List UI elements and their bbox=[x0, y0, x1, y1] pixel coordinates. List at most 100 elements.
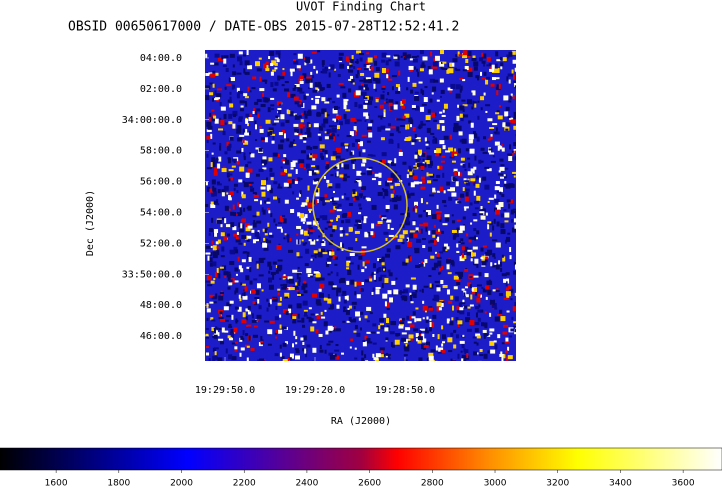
sky-pixel bbox=[447, 63, 451, 68]
sky-pixel bbox=[500, 316, 506, 322]
sky-pixel bbox=[247, 235, 252, 239]
sky-pixel bbox=[432, 61, 438, 67]
sky-pixel bbox=[237, 137, 243, 142]
sky-pixel bbox=[500, 66, 503, 70]
sky-pixel bbox=[308, 86, 312, 89]
sky-pixel bbox=[483, 334, 486, 339]
sky-pixel bbox=[299, 80, 304, 84]
sky-pixel bbox=[243, 182, 249, 188]
sky-pixel bbox=[233, 212, 237, 217]
sky-pixel bbox=[239, 298, 242, 302]
sky-pixel bbox=[229, 331, 234, 336]
sky-pixel bbox=[272, 69, 277, 72]
sky-pixel bbox=[411, 107, 416, 110]
sky-pixel bbox=[306, 196, 309, 201]
sky-pixel bbox=[415, 151, 421, 157]
sky-pixel bbox=[296, 197, 300, 200]
sky-pixel bbox=[262, 257, 266, 260]
sky-pixel bbox=[390, 321, 396, 326]
sky-pixel bbox=[267, 107, 271, 113]
sky-pixel bbox=[220, 224, 223, 228]
sky-pixel bbox=[304, 132, 308, 135]
sky-pixel bbox=[266, 238, 269, 243]
sky-pixel bbox=[344, 164, 350, 170]
sky-pixel bbox=[349, 346, 352, 349]
sky-pixel bbox=[476, 195, 481, 201]
sky-pixel bbox=[358, 151, 361, 157]
sky-pixel bbox=[477, 77, 480, 81]
sky-pixel bbox=[301, 202, 306, 206]
sky-pixel bbox=[205, 336, 209, 339]
sky-pixel bbox=[405, 54, 411, 59]
sky-pixel bbox=[283, 182, 289, 187]
sky-pixel bbox=[273, 120, 279, 123]
sky-pixel bbox=[285, 119, 290, 123]
sky-pixel bbox=[346, 175, 350, 178]
sky-pixel bbox=[462, 50, 468, 56]
sky-pixel bbox=[331, 303, 334, 307]
sky-pixel bbox=[280, 114, 285, 120]
sky-pixel bbox=[221, 246, 225, 252]
sky-pixel bbox=[437, 334, 440, 340]
sky-pixel bbox=[287, 276, 293, 280]
sky-pixel bbox=[210, 73, 216, 78]
sky-pixel bbox=[228, 177, 233, 181]
sky-pixel bbox=[213, 278, 216, 281]
sky-pixel bbox=[233, 280, 239, 283]
sky-pixel bbox=[343, 113, 347, 119]
sky-pixel bbox=[299, 102, 302, 105]
sky-pixel bbox=[297, 256, 303, 259]
sky-pixel bbox=[364, 279, 370, 283]
sky-pixel bbox=[387, 224, 390, 230]
sky-pixel bbox=[212, 245, 217, 251]
sky-pixel bbox=[329, 209, 335, 213]
sky-pixel bbox=[486, 56, 491, 62]
sky-pixel bbox=[382, 293, 388, 299]
sky-pixel bbox=[293, 123, 299, 127]
sky-pixel bbox=[353, 197, 358, 201]
sky-pixel bbox=[217, 357, 223, 361]
sky-pixel bbox=[381, 274, 387, 277]
sky-pixel bbox=[226, 233, 230, 237]
sky-pixel bbox=[260, 180, 266, 186]
sky-pixel bbox=[503, 174, 506, 177]
sky-pixel bbox=[226, 145, 231, 151]
sky-pixel bbox=[452, 178, 456, 182]
sky-pixel bbox=[345, 56, 349, 62]
sky-pixel bbox=[329, 199, 332, 202]
sky-pixel bbox=[355, 178, 360, 181]
sky-pixel bbox=[237, 56, 243, 62]
sky-pixel bbox=[229, 192, 232, 197]
sky-pixel bbox=[316, 88, 320, 91]
sky-pixel bbox=[240, 335, 244, 340]
sky-pixel bbox=[338, 121, 343, 126]
sky-pixel bbox=[236, 190, 239, 194]
sky-pixel bbox=[480, 247, 484, 252]
sky-pixel bbox=[375, 67, 380, 72]
sky-pixel bbox=[266, 184, 271, 190]
sky-pixel bbox=[218, 314, 221, 318]
sky-pixel bbox=[336, 125, 340, 130]
sky-pixel bbox=[504, 341, 510, 344]
sky-pixel bbox=[322, 252, 328, 255]
sky-pixel bbox=[287, 287, 292, 291]
sky-pixel bbox=[252, 239, 256, 244]
sky-pixel bbox=[513, 261, 516, 266]
sky-pixel bbox=[408, 255, 412, 259]
sky-pixel bbox=[231, 165, 236, 168]
sky-pixel bbox=[439, 140, 445, 145]
sky-pixel bbox=[481, 77, 486, 80]
sky-pixel bbox=[226, 84, 232, 87]
sky-pixel bbox=[353, 318, 357, 322]
sky-pixel bbox=[426, 172, 429, 177]
sky-pixel bbox=[239, 352, 242, 357]
sky-pixel bbox=[493, 340, 497, 343]
sky-pixel bbox=[246, 266, 251, 269]
sky-pixel bbox=[414, 205, 417, 208]
colorbar-tick-label: 2400 bbox=[295, 479, 318, 489]
colorbar-tick-label: 2200 bbox=[233, 479, 256, 489]
sky-pixel bbox=[269, 299, 272, 305]
sky-pixel bbox=[463, 348, 466, 353]
sky-pixel bbox=[212, 142, 216, 145]
sky-pixel bbox=[441, 125, 445, 131]
